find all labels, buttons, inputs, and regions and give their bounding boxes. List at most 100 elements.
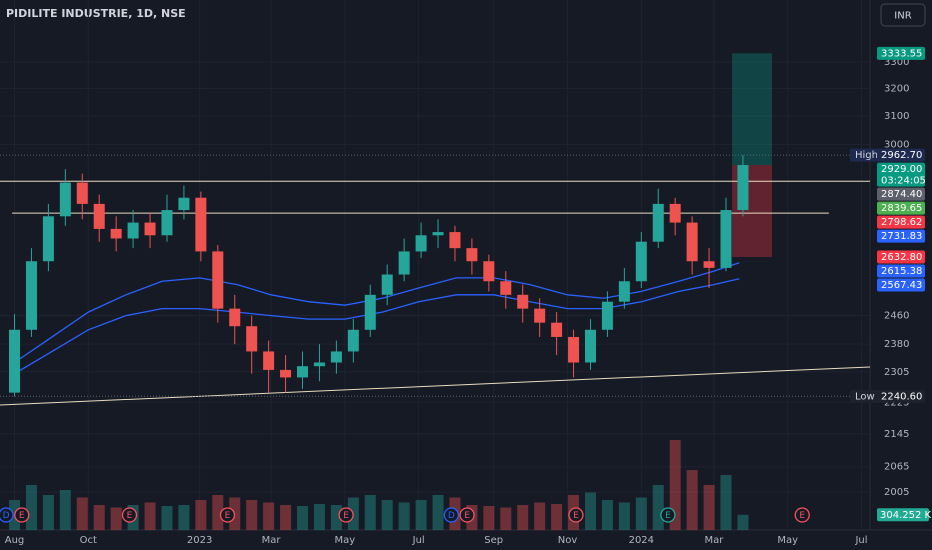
event-label: E (464, 511, 470, 521)
volume-bar (398, 502, 410, 530)
chart-title: PIDILITE INDUSTRIE, 1D, NSE (6, 7, 186, 20)
volume-bar (415, 500, 427, 530)
x-tick-label: Mar (704, 535, 724, 546)
candle-body (364, 294, 376, 330)
price-label-bg (877, 389, 925, 403)
volume-bar (330, 505, 342, 530)
price-label: 3333.55 (881, 48, 922, 59)
y-tick-label: 2065 (884, 462, 909, 473)
candle-body (178, 197, 190, 211)
price-label: 2615.38 (881, 266, 922, 277)
price-label-bg (877, 278, 925, 292)
volume-bar (534, 502, 546, 530)
event-marker (443, 507, 459, 523)
candle-body (296, 366, 309, 378)
y-tick-label: 2460 (884, 311, 909, 322)
y-tick-label: 2380 (884, 339, 909, 350)
candle-body (161, 210, 173, 236)
volume-bar (483, 506, 495, 530)
candle-body (703, 261, 715, 268)
price-label: 2240.60 (881, 391, 922, 402)
volume-bar (76, 497, 88, 530)
countdown: 03:24:05 (881, 176, 926, 187)
candle-body (432, 232, 444, 236)
currency-label[interactable]: INR (894, 11, 911, 22)
candle-body (110, 228, 122, 239)
candle-body (229, 308, 241, 327)
volume-bar (280, 505, 292, 530)
x-tick-label: May (335, 535, 356, 546)
y-tick-label: 3000 (884, 139, 909, 150)
event-marker (660, 507, 676, 523)
price-label-bg (877, 229, 925, 243)
candle-body (635, 241, 647, 282)
candle-body (500, 281, 512, 295)
event-marker (338, 507, 354, 523)
currency-button[interactable] (880, 3, 926, 27)
candle-body (330, 351, 342, 363)
candle-body (669, 203, 681, 223)
volume-bar (500, 507, 512, 530)
event-marker (794, 507, 810, 523)
event-marker (219, 507, 236, 523)
candle-body (144, 222, 156, 236)
event-label: D (448, 511, 455, 521)
volume-bar (144, 502, 156, 530)
volume-bar (212, 495, 224, 530)
volume-bar (703, 485, 715, 530)
x-tick-label: Mar (262, 535, 282, 546)
y-tick-label: 2225 (884, 397, 909, 408)
volume-bar (720, 475, 732, 530)
candle-body (483, 261, 495, 282)
volume-bar (364, 495, 376, 530)
x-tick-label: May (777, 535, 798, 546)
volume-bar (42, 495, 54, 530)
candle-body (618, 281, 630, 302)
extreme-tag-bg (850, 148, 878, 162)
price-label-bg (877, 187, 925, 201)
candle-body (737, 165, 749, 211)
candle-body (534, 308, 546, 323)
volume-bar (296, 506, 309, 530)
volume-bar (618, 502, 630, 530)
event-marker (568, 507, 584, 523)
volume-bar (246, 500, 258, 530)
volume-bar (59, 490, 71, 530)
x-tick-label: Nov (558, 535, 578, 546)
candle-body (449, 232, 461, 249)
x-tick-label: Jul (412, 535, 425, 546)
y-tick-label: 2305 (884, 367, 909, 378)
candle-body (517, 294, 529, 309)
price-label-bg (877, 215, 925, 229)
event-label: E (19, 511, 25, 521)
x-tick-label: Oct (80, 535, 97, 546)
price-label-bg (877, 201, 925, 215)
volume-bar (517, 505, 529, 530)
event-marker (0, 507, 14, 523)
price-label: 2874.40 (881, 189, 922, 200)
candle-body (601, 301, 613, 330)
candle-body (584, 329, 596, 363)
volume-bar (263, 502, 275, 530)
candle-body (212, 251, 224, 309)
volume-bar (93, 505, 105, 530)
y-tick-label: 2145 (884, 429, 909, 440)
price-label-bg (877, 264, 925, 278)
candle-body (93, 203, 105, 229)
event-marker (459, 507, 475, 523)
volume-bar (161, 506, 173, 530)
event-marker (14, 507, 30, 523)
candle-body (381, 274, 393, 295)
price-label: 2798.62 (881, 217, 922, 228)
volume-bar (551, 504, 563, 530)
volume-bar (178, 505, 190, 530)
volume-bar (669, 440, 681, 530)
extreme-tag: Low (855, 391, 875, 402)
candle-body (76, 182, 88, 204)
volume-bar (652, 485, 664, 530)
event-marker (121, 507, 138, 523)
volume-bar (195, 500, 207, 530)
candle-body (280, 369, 292, 378)
